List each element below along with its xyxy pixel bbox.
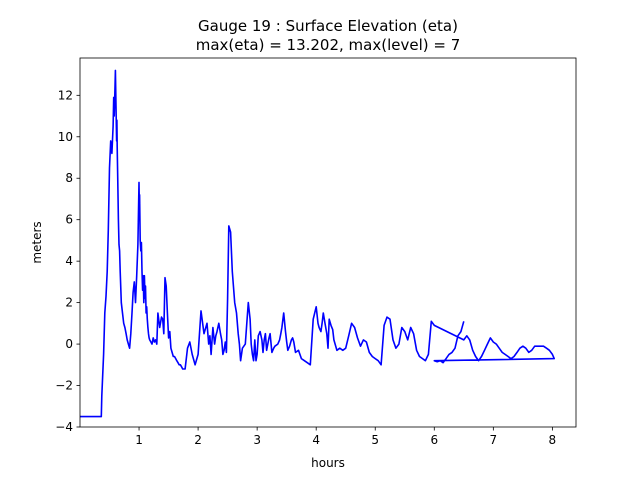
x-axis-label: hours	[311, 456, 345, 470]
series-layer	[80, 69, 556, 418]
chart-title-line1: Gauge 19 : Surface Elevation (eta)	[198, 17, 458, 35]
y-tick-label: 2	[65, 296, 73, 310]
y-tick-label: 8	[65, 171, 73, 185]
x-tick-label: 8	[549, 433, 557, 447]
plot-area	[80, 58, 576, 427]
x-axis: 1 2 3 4 5 6 7 8	[135, 427, 556, 447]
plot-frame	[79, 57, 577, 428]
x-tick-label: 6	[430, 433, 438, 447]
y-tick-label: 6	[65, 213, 73, 227]
x-tick-label: 3	[253, 433, 261, 447]
y-tick-label: 12	[58, 88, 73, 102]
y-axis-label: meters	[30, 221, 44, 263]
chart-title-line2: max(eta) = 13.202, max(level) = 7	[196, 36, 461, 54]
y-tick-label: −4	[55, 420, 73, 434]
y-tick-label: −2	[55, 379, 73, 393]
x-tick-label: 1	[135, 433, 143, 447]
series-line-eta	[80, 69, 556, 418]
x-tick-label: 5	[371, 433, 379, 447]
x-tick-label: 7	[490, 433, 498, 447]
y-tick-label: 4	[65, 254, 73, 268]
x-tick-label: 2	[194, 433, 202, 447]
y-axis: −4 −2 0 2 4 6 8 10 12	[55, 88, 80, 434]
y-tick-label: 10	[58, 130, 73, 144]
y-tick-label: 0	[65, 337, 73, 351]
x-tick-label: 4	[312, 433, 320, 447]
